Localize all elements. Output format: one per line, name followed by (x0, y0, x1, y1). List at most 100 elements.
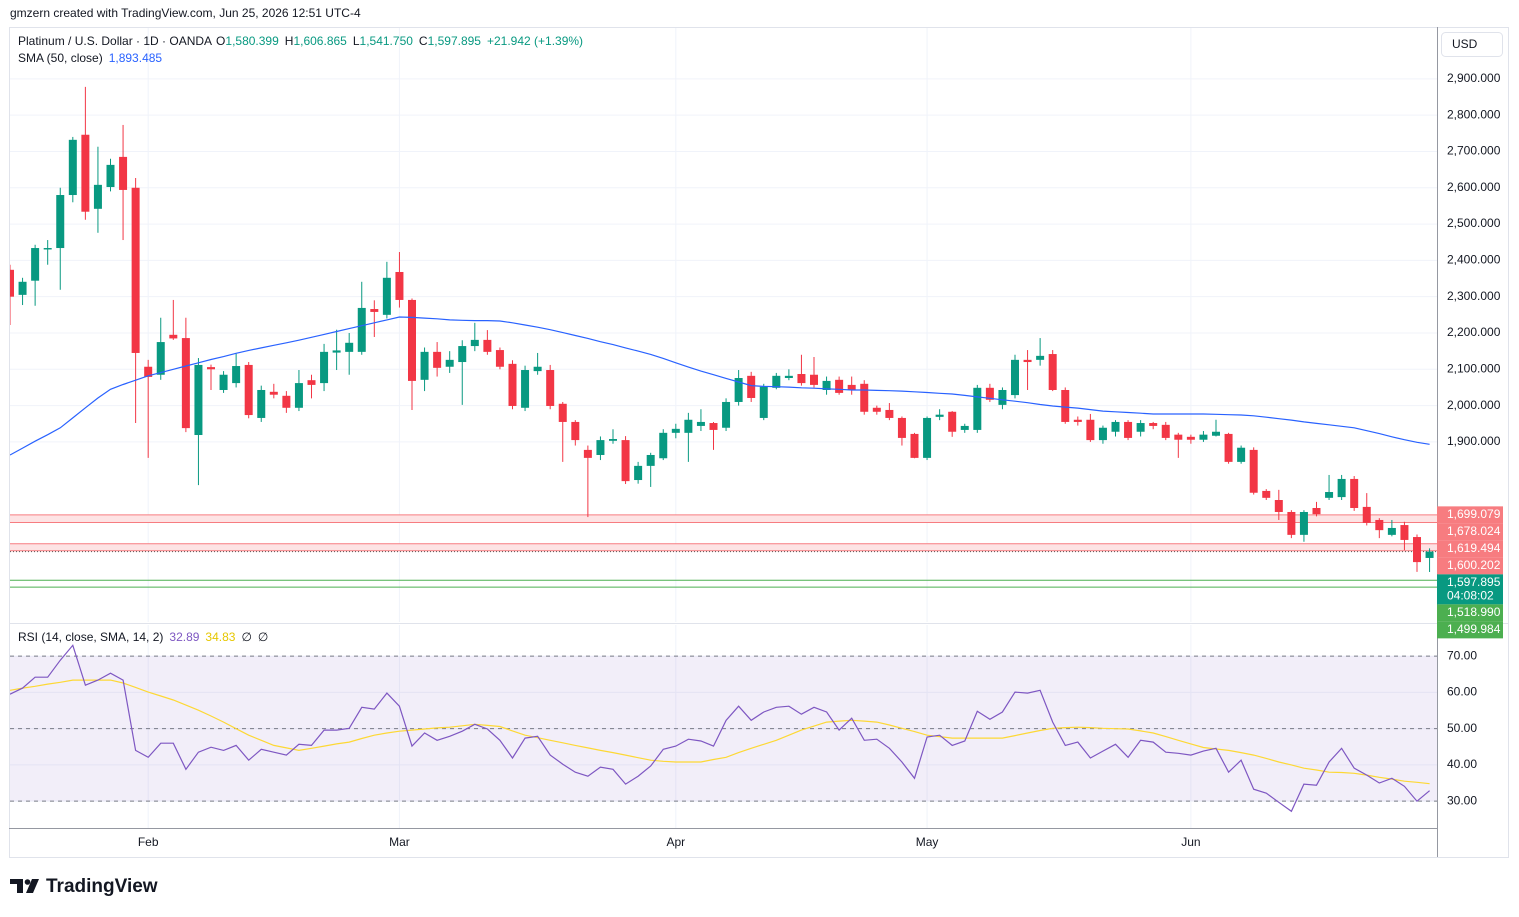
candle-body (10, 269, 14, 297)
candle-body (521, 370, 530, 408)
candle-body (709, 423, 718, 430)
candle-body (433, 351, 442, 368)
candle-body (571, 421, 580, 441)
candle-body (1199, 434, 1208, 440)
candle-body (546, 370, 555, 406)
candle-body (671, 428, 680, 433)
candle-body (973, 387, 982, 430)
candle-body (558, 403, 567, 422)
y-tick-label: 30.00 (1447, 793, 1477, 807)
price-label: 1,619.494 (1447, 541, 1501, 555)
x-tick-label: Feb (138, 835, 159, 849)
candle-body (923, 417, 932, 458)
candle-body (960, 425, 969, 430)
candle-body (722, 401, 731, 428)
candle-body (382, 277, 391, 315)
x-tick-label: May (916, 835, 939, 849)
price-label: 1,678.024 (1447, 524, 1501, 538)
candle-body (1413, 537, 1421, 563)
candle-body (395, 271, 404, 300)
header-text: gmzern created with TradingView.com, Jun… (10, 6, 361, 20)
price-label-box (1437, 523, 1503, 541)
price-label-box (1437, 621, 1503, 639)
candle-body (282, 395, 291, 408)
candle-body (822, 380, 831, 390)
candle-body (1186, 436, 1195, 440)
candle-body (56, 195, 65, 249)
price-label-box (1437, 540, 1503, 558)
candle-body (458, 346, 467, 363)
candle-body (257, 389, 266, 418)
candle-body (1161, 424, 1170, 438)
candle-body (646, 454, 655, 466)
candle-body (1098, 427, 1107, 441)
logo-dot (24, 879, 31, 885)
candle-body (1325, 492, 1334, 498)
candle-body (1237, 447, 1246, 462)
candle-body (1086, 419, 1095, 441)
price-label: 1,518.990 (1447, 605, 1501, 619)
candle-body (696, 421, 705, 426)
candle-body (835, 379, 844, 393)
candle-body (508, 363, 517, 406)
y-tick-label: 2,300.000 (1447, 289, 1501, 303)
candle-body (910, 433, 919, 458)
currency-button[interactable] (1441, 32, 1503, 57)
logo-mark (10, 879, 23, 893)
candle-body (734, 378, 743, 402)
y-tick-label: 2,000.000 (1447, 398, 1501, 412)
candle-body (18, 281, 27, 295)
candle-body (1312, 507, 1321, 515)
logo-slash (26, 879, 39, 893)
candle-body (106, 164, 115, 188)
candle-body (320, 351, 329, 384)
symbol-legend: Platinum / U.S. Dollar · 1D · OANDA O1,58… (18, 34, 583, 48)
y-tick-label: 1,900.000 (1447, 434, 1501, 448)
candle-body (43, 248, 52, 250)
y-tick-label: 2,800.000 (1447, 107, 1501, 121)
candle-body (1124, 421, 1133, 438)
price-label-box (1437, 604, 1503, 622)
candle-body (307, 380, 316, 385)
currency-label[interactable]: USD (1452, 37, 1478, 51)
candle-body (1274, 500, 1283, 512)
chart-frame (9, 27, 1509, 858)
candle-body (1262, 490, 1271, 498)
rsi-sma-line (10, 679, 1430, 785)
candle-body (483, 339, 492, 352)
countdown: 04:08:02 (1447, 589, 1494, 603)
y-tick-label: 2,700.000 (1447, 144, 1501, 158)
rsi-line (10, 644, 1430, 813)
candle-body (81, 134, 90, 212)
brand-logo: TradingView (10, 876, 158, 897)
candle-body (533, 366, 542, 372)
candle-body (445, 359, 454, 367)
candle-body (784, 375, 793, 379)
candle-body (860, 383, 869, 412)
candle-body (1011, 359, 1019, 396)
candle-body (596, 440, 605, 455)
candle-body (1174, 434, 1183, 440)
price-label-box (1437, 557, 1503, 575)
candle-body (470, 339, 479, 347)
candle-body (1362, 506, 1371, 523)
x-tick-label: Apr (666, 835, 685, 849)
candle-body (847, 384, 856, 390)
candle-body (1111, 421, 1120, 432)
y-tick-label: 50.00 (1447, 721, 1477, 735)
candle-body (1136, 423, 1145, 432)
candle-body (948, 411, 957, 432)
candle-body (93, 184, 102, 209)
price-grid (10, 28, 1437, 622)
brand-name: TradingView (46, 876, 158, 897)
candle-body (885, 409, 894, 418)
price-label: 1,597.895 (1447, 575, 1501, 589)
y-tick-label: 40.00 (1447, 757, 1477, 771)
y-tick-label: 2,900.000 (1447, 71, 1501, 85)
level-zone (10, 543, 1437, 551)
candle-body (810, 374, 818, 385)
candle-body (1212, 431, 1220, 436)
candle-body (370, 309, 379, 312)
candle-body (583, 449, 592, 458)
sma-legend: SMA (50, close) 1,893.485 (18, 51, 162, 65)
